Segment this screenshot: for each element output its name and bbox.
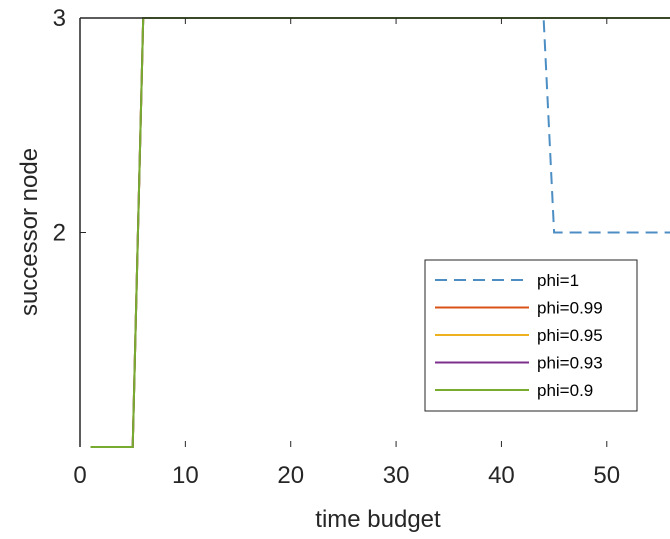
y-tick-label: 3 bbox=[53, 5, 66, 32]
x-tick-label: 30 bbox=[383, 462, 410, 489]
x-tick-label: 40 bbox=[488, 462, 515, 489]
x-tick-label: 50 bbox=[593, 462, 620, 489]
x-tick-label: 20 bbox=[277, 462, 304, 489]
x-axis-label: time budget bbox=[315, 506, 441, 533]
x-tick-label: 0 bbox=[73, 462, 86, 489]
axes: 0 10 20 30 40 50 2 3 bbox=[53, 5, 670, 489]
y-axis-label: successor node bbox=[16, 148, 43, 316]
legend-label: phi=0.9 bbox=[537, 381, 593, 400]
legend-label: phi=1 bbox=[537, 271, 579, 290]
legend-label: phi=0.93 bbox=[537, 354, 603, 373]
legend-label: phi=0.95 bbox=[537, 326, 603, 345]
y-tick-label: 2 bbox=[53, 220, 66, 247]
legend: phi=1 phi=0.99 phi=0.95 phi=0.93 phi=0.9 bbox=[424, 259, 638, 412]
legend-label: phi=0.99 bbox=[537, 299, 603, 318]
x-tick-label: 10 bbox=[172, 462, 199, 489]
